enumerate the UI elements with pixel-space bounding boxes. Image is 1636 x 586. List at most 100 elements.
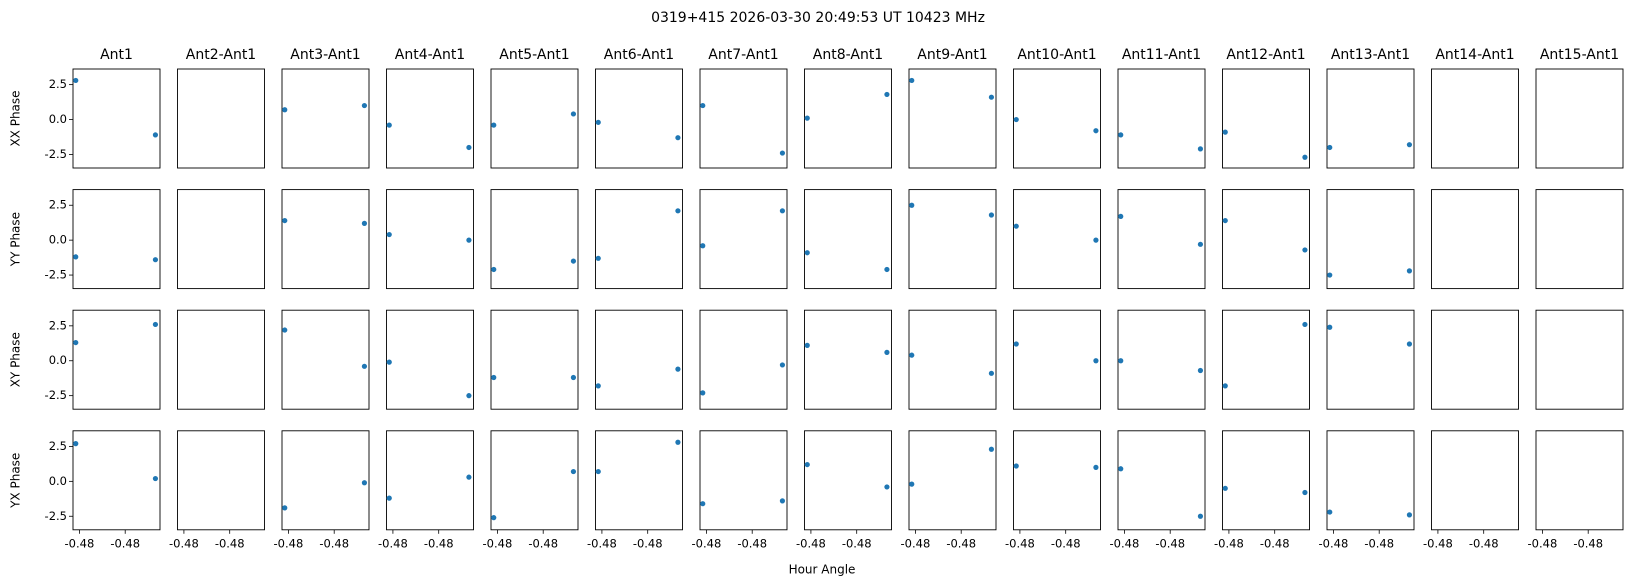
panel-frame	[490, 68, 579, 169]
panel-frame	[699, 189, 788, 290]
panel-frame	[1431, 309, 1519, 410]
x-tick-label: -0.48	[1364, 536, 1394, 550]
panel-frame	[1117, 68, 1206, 169]
panel-frame	[908, 189, 997, 290]
point	[73, 339, 79, 346]
x-tick-label: -0.48	[901, 536, 931, 550]
column-title: Ant12-Ant1	[1226, 47, 1305, 63]
point	[1197, 513, 1204, 519]
point	[491, 266, 497, 273]
point	[884, 266, 890, 273]
x-tick-label: -0.48	[215, 536, 245, 550]
point	[1197, 367, 1204, 374]
x-axis-label: Hour Angle	[789, 563, 856, 577]
panel-frame	[1431, 430, 1519, 531]
point	[1013, 116, 1019, 123]
point	[466, 393, 472, 399]
column-title: Ant7-Ant1	[708, 47, 778, 63]
y-tick-label: 2.5	[49, 198, 67, 212]
panel-frame	[1222, 68, 1310, 169]
x-tick-label: -0.48	[633, 536, 663, 550]
panel-frame	[281, 430, 370, 531]
column-title: Ant8-Ant1	[813, 47, 883, 63]
point	[779, 362, 786, 368]
point	[491, 515, 497, 521]
column-title: Ant3-Ant1	[290, 47, 360, 63]
column-title: Ant2-Ant1	[186, 47, 256, 63]
y-tick-label: -2.5	[45, 388, 67, 402]
x-tick-label: -0.48	[1319, 536, 1349, 550]
panel-frame	[1222, 189, 1310, 290]
panel-frame	[595, 309, 683, 410]
panel-frame	[1222, 309, 1310, 410]
x-tick-label: -0.48	[319, 536, 349, 550]
x-tick-label: -0.48	[483, 536, 513, 550]
point	[73, 441, 79, 447]
point	[1327, 324, 1333, 330]
x-tick-label: -0.48	[1110, 536, 1140, 550]
panel-frame	[490, 309, 579, 410]
point	[700, 501, 706, 507]
point	[361, 220, 368, 226]
point	[1302, 154, 1308, 160]
column-title: Ant11-Ant1	[1122, 47, 1201, 63]
x-tick-label: -0.48	[1469, 536, 1499, 550]
column-title: Ant15-Ant1	[1540, 47, 1619, 63]
y-tick-label: -2.5	[45, 147, 67, 161]
point	[595, 383, 601, 389]
panel-frame	[1535, 309, 1624, 410]
panel-frame	[1535, 189, 1624, 290]
y-tick-label: 2.5	[49, 318, 67, 332]
point	[282, 217, 288, 224]
panel-frame	[1013, 430, 1101, 531]
point	[282, 107, 288, 113]
point	[1197, 146, 1204, 152]
point	[386, 122, 392, 128]
y-tick-label: -2.5	[45, 268, 67, 282]
x-tick-label: -0.48	[946, 536, 976, 550]
panel-frame	[804, 68, 892, 169]
point	[73, 254, 79, 260]
point	[804, 250, 810, 256]
point	[1302, 321, 1308, 328]
panel-frame	[177, 68, 265, 169]
panel-frame	[386, 68, 474, 169]
panel-frame	[1326, 68, 1415, 169]
point	[988, 446, 995, 452]
y-axis-label: YX Phase	[9, 453, 23, 509]
point	[570, 111, 577, 117]
x-tick-label: -0.48	[796, 536, 826, 550]
point	[386, 231, 392, 238]
point	[570, 258, 577, 264]
point	[909, 352, 915, 358]
panel-frame	[804, 309, 892, 410]
panel-frame	[699, 430, 788, 531]
y-tick-label: 0.0	[49, 233, 67, 247]
point	[466, 474, 472, 480]
panel-frame	[177, 309, 265, 410]
x-tick-label: -0.48	[587, 536, 617, 550]
point	[595, 255, 601, 261]
point	[1222, 217, 1228, 224]
panel-frame	[1535, 68, 1624, 169]
panel-frame	[908, 309, 997, 410]
x-tick-label: -0.48	[1423, 536, 1453, 550]
column-title: Ant14-Ant1	[1435, 47, 1514, 63]
panel-frame	[386, 430, 474, 531]
x-tick-label: -0.48	[169, 536, 199, 550]
point	[1327, 272, 1333, 278]
panel-frame	[908, 430, 997, 531]
point	[884, 484, 890, 490]
panel-frame	[1326, 430, 1415, 531]
point	[700, 243, 706, 249]
point	[884, 91, 890, 98]
panel-frame	[1326, 309, 1415, 410]
point	[1222, 383, 1228, 389]
x-tick-label: -0.48	[737, 536, 767, 550]
point	[1013, 341, 1019, 347]
x-tick-label: -0.48	[842, 536, 872, 550]
point	[1406, 268, 1413, 274]
panel-frame	[804, 189, 892, 290]
x-tick-label: -0.48	[1528, 536, 1558, 550]
